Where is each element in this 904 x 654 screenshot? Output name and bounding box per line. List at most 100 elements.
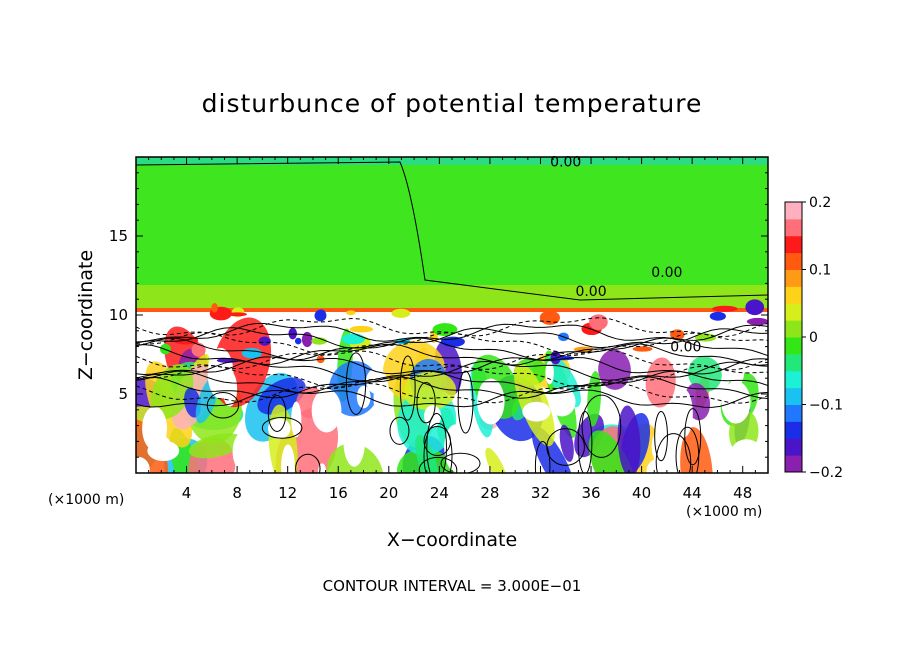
colorbar-tick-label: −0.1 [809,398,843,414]
field-patch-white [522,401,551,422]
contour-line [136,323,768,343]
x-tick-label: 4 [182,484,192,502]
field-patch [136,419,169,473]
contour-loop [655,433,692,473]
field-patch [326,443,384,473]
colorbar-tick-label: 0.1 [809,263,831,279]
contour-loop [261,416,303,439]
field-patch-mid [346,310,356,316]
colorbar-swatch [785,286,802,304]
tropopause-line [136,308,768,312]
y-axis-label: Z−coordinate [75,250,97,380]
contour-loop [440,452,481,473]
x-tick-label: 8 [232,484,242,502]
y-tick-label: 15 [109,227,128,245]
field-patch-white [343,418,365,467]
field-patch [531,426,575,473]
field-patch [415,434,439,473]
x-tick-label: 32 [531,484,550,502]
field-patch-mid [632,346,653,352]
contour-line-upper [136,161,768,301]
colorbar-swatch [785,438,802,456]
field-patch-white [356,385,371,409]
field-patch-mid [227,312,247,317]
field-patch-white [232,431,255,472]
chart-title: disturbunce of potential temperature [202,89,703,118]
field-patch-white [741,449,755,473]
field-patch-mid [341,333,366,345]
contour-line [136,360,768,382]
x-tick-label: 20 [379,484,398,502]
y-axis: 5 10 15 [109,172,768,458]
field-patch-mid [349,325,374,333]
field-patch-mid [440,336,465,347]
contour-loop [345,352,367,415]
field-patch-mid [311,337,328,345]
field-patch-mid [709,311,726,321]
turbulence-patches [136,299,768,473]
contour-line [136,349,768,371]
field-patch-mid [288,327,297,340]
colorbar-swatch [785,252,802,270]
field-patch-mid [712,305,738,312]
contour-label: 0.00 [670,339,701,355]
field-patch-white [317,463,327,473]
contour-loop [426,413,447,473]
contour-loop [267,395,287,432]
colorbar-swatch [785,387,802,405]
plot-area: 0.000.000.000.00 4 8 12 16 20 24 28 32 36 40 44 48 … [109,154,769,502]
contour-loop [457,370,474,434]
field-patch-mid [294,337,302,345]
field-patch-white [136,456,150,473]
colorbar-swatch [785,337,802,355]
field-patch [588,430,637,473]
colorbar-swatch [785,303,802,321]
contour-line [136,343,768,366]
contour-line [136,337,768,361]
contour-line [136,376,768,399]
field-patch-white [311,388,342,433]
field-patch-mid [589,314,608,330]
colorbar-tick-label: 0.2 [809,195,831,211]
contour-loop [418,456,458,473]
field-patch-white [142,406,168,451]
field-patch-white [545,361,554,385]
contour-label: 0.00 [651,265,682,281]
field-patch [485,447,508,473]
x-tick-label: 24 [430,484,449,502]
field-patch [680,427,713,473]
field-patch [617,405,641,473]
contour-loop [416,381,436,424]
field-patch [645,357,676,408]
field-patch-mid [211,303,218,313]
field-patch-mid [314,309,327,322]
x-tick-label: 44 [683,484,702,502]
contour-loop [577,410,593,473]
colorbar-swatch [785,421,802,439]
colorbar-swatch [785,370,802,389]
x-tick-label: 36 [581,484,600,502]
upper-band [136,157,768,165]
field-patch-white [281,444,295,473]
y-axis-unit: (×1000 m) [48,492,124,508]
x-axis: 4 8 12 16 20 24 28 32 36 40 44 48 [148,157,756,502]
contour-loop [389,416,410,445]
field-patch-white [291,401,302,438]
contour-loop [654,410,668,462]
contour-loop [423,422,453,473]
field-patch-white [548,386,576,417]
contour-label-group: 0.00 0.00 0.00 0.00 [550,154,701,355]
field-patch-mid [539,310,561,325]
colorbar-swatch [785,218,802,237]
field-patch [396,448,455,473]
contour-loop [399,355,416,421]
field-patch-mid [258,336,271,346]
field-patch-white [477,378,505,425]
colorbar-swatch [785,455,802,473]
x-tick-label: 28 [480,484,499,502]
contour-lines [136,161,768,473]
contour-loop [581,394,622,458]
y-tick-label: 10 [109,306,128,324]
x-tick-label: 48 [733,484,752,502]
colorbar-swatch [785,202,802,220]
